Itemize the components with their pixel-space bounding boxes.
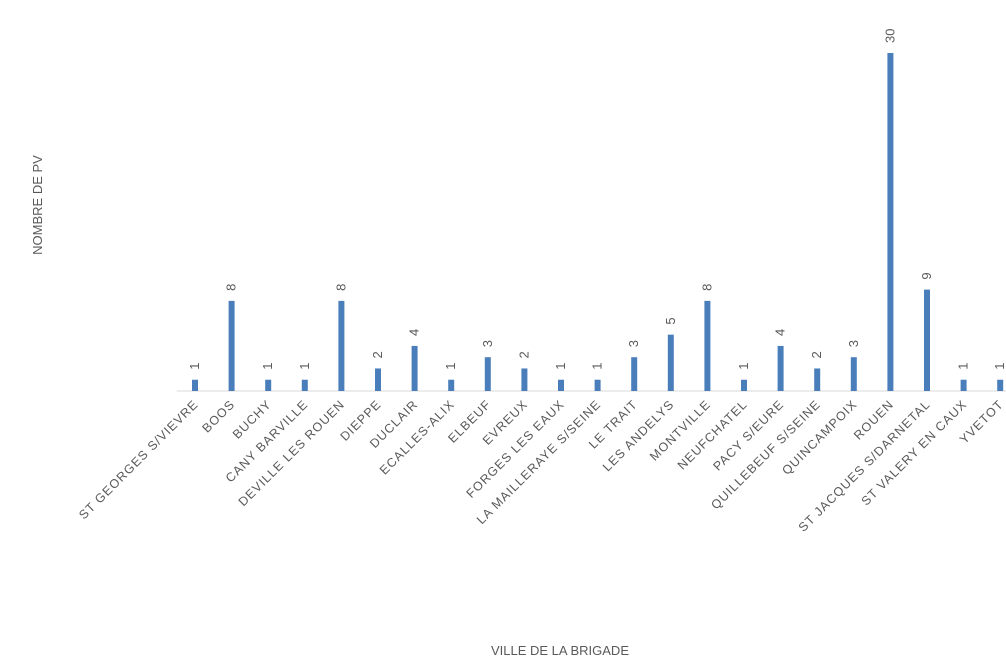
bar [265,379,272,391]
value-label: 2 [370,351,385,358]
x-axis-title: VILLE DE LA BRIGADE [491,643,629,658]
value-label: 1 [992,362,1006,369]
value-label: 3 [846,340,861,347]
value-label: 3 [480,340,495,347]
value-label: 9 [919,272,934,279]
value-label: 1 [187,362,202,369]
value-label: 8 [333,284,348,291]
bar [338,300,345,391]
value-label: 1 [443,362,458,369]
value-label: 1 [553,362,568,369]
value-label: 1 [736,362,751,369]
bar [484,357,491,391]
value-label: 2 [516,351,531,358]
bar [631,357,638,391]
bar [887,53,894,391]
bar [558,379,564,391]
x-tick-label: ST JACQUES S/DARNETAL [796,397,933,534]
value-label: 30 [882,29,897,43]
x-tick-label: ST GEORGES S/VIEVRE [76,397,201,522]
value-label: 1 [260,362,275,369]
value-label: 5 [663,317,678,324]
value-label: 3 [626,340,641,347]
value-label: 1 [956,362,971,369]
bar [192,379,198,391]
value-label: 2 [809,351,824,358]
value-label: 8 [224,284,239,291]
value-label: 8 [699,284,714,291]
bar [521,368,528,391]
value-label: 1 [590,362,605,369]
bar [301,379,308,391]
value-label: 1 [297,362,312,369]
bar [375,368,381,391]
bar [667,334,674,391]
bar [777,345,784,391]
bar [814,368,821,391]
bar [411,345,418,391]
bar [960,379,967,391]
y-axis-title: NOMBRE DE PV [30,155,45,255]
bar [741,379,747,391]
value-label: 4 [773,329,788,336]
value-label: 4 [407,329,422,336]
bar [850,357,857,391]
bar [997,379,1004,391]
bar [924,289,930,391]
bar [228,300,235,391]
bar [594,379,601,391]
bar [704,300,711,391]
bar [448,379,455,391]
